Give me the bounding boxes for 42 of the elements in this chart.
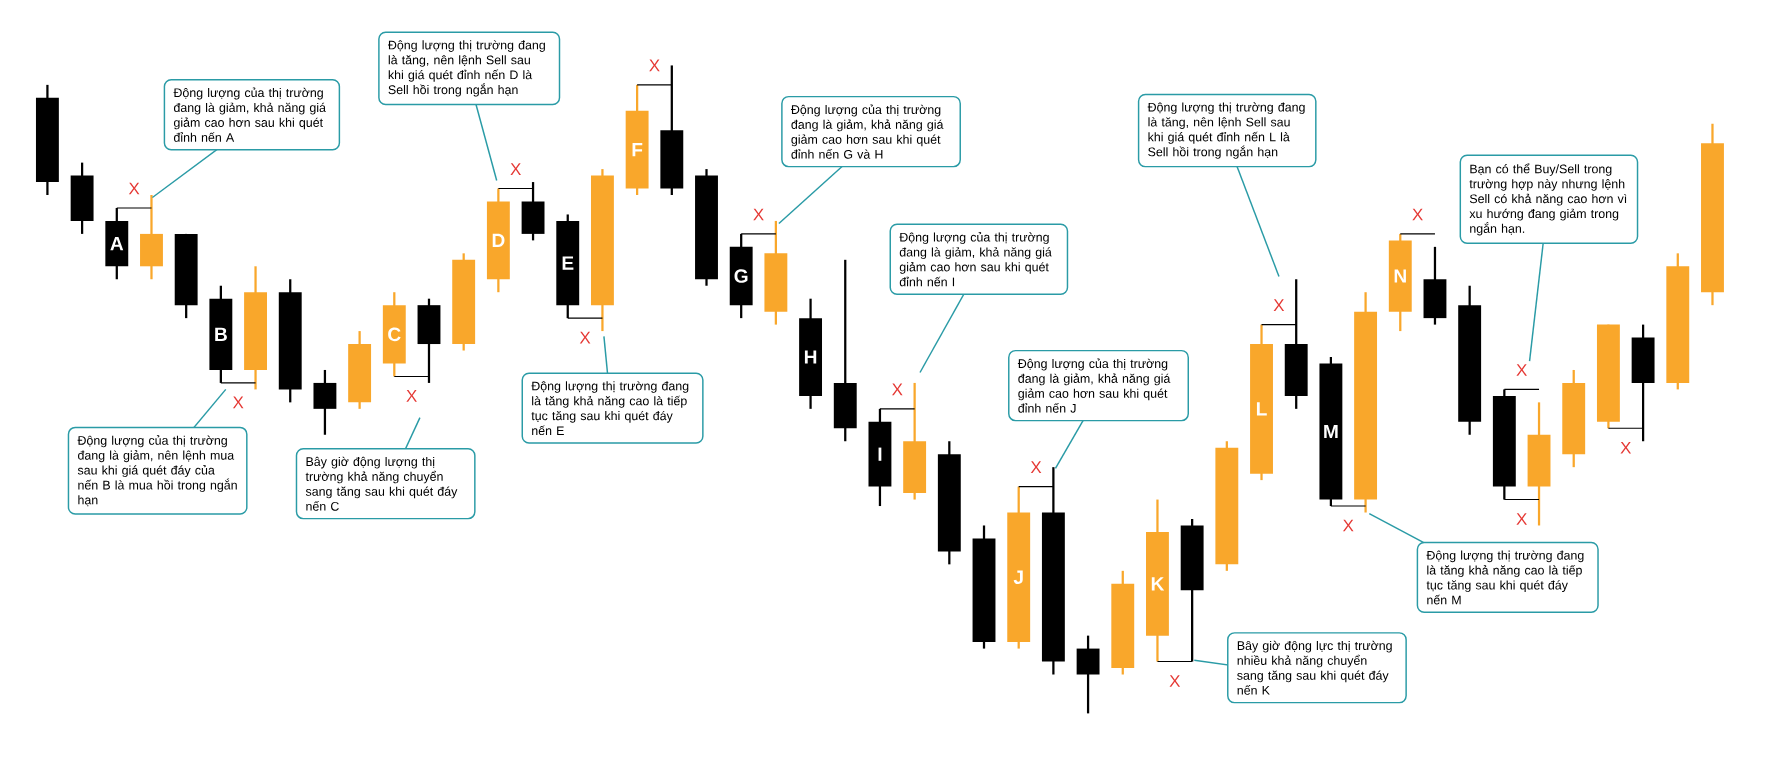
annotation: X bbox=[1169, 675, 1181, 687]
annotation: Bây giờ động lực thị trường nhiều khả năng chuyển sang tăng sau khi quét đáy nến K bbox=[1237, 640, 1392, 695]
annotation: X bbox=[1273, 299, 1285, 311]
text: G bbox=[734, 269, 748, 283]
text: A bbox=[110, 236, 124, 251]
annotation: Động lượng của thị trường đang là giảm, khả năng giá giảm cao hơn sau khi quét đỉnh nến J bbox=[1017, 358, 1171, 413]
text: F bbox=[632, 143, 643, 157]
annotation: Động lượng thị trường đang là tăng khả năng cao là tiếp tục tăng sau khi quét đáy nến E bbox=[531, 381, 689, 436]
annotation: X bbox=[892, 383, 903, 396]
text: K bbox=[1151, 577, 1165, 591]
text: M bbox=[1324, 424, 1338, 439]
text: L bbox=[1256, 402, 1267, 416]
annotation: Động lượng của thị trường đang là giảm, khả năng giá giảm cao hơn sau khi quét đỉnh nến A bbox=[173, 87, 326, 142]
annotation: Động lượng của thị trường đang là giảm, khả năng giá giảm cao hơn sau khi quét đỉnh nến I bbox=[899, 232, 1052, 287]
annotation: Động lượng của thị trường đang là giảm, khả năng giá giảm cao hơn sau khi quét đỉnh nến G và H bbox=[791, 104, 944, 159]
annotation: X bbox=[128, 182, 140, 195]
annotation: X bbox=[753, 208, 764, 221]
annotation: X bbox=[232, 396, 244, 409]
annotation: X bbox=[1412, 208, 1423, 221]
text: J bbox=[1013, 570, 1023, 584]
annotation: X bbox=[1030, 461, 1042, 473]
annotation: X bbox=[1516, 513, 1527, 525]
annotation: X bbox=[510, 163, 522, 175]
annotation: X bbox=[649, 59, 660, 72]
annotation: Động lượng thị trường đang là tăng, nên lệnh Sell sau khi giá quét đỉnh nến L là Sell hồi trong ngắn hạn bbox=[1147, 102, 1305, 159]
annotation: Động lượng của thị trường đang là giảm, nên lệnh mua sau khi giá quét đáy của nến B là mua hồi trong ngắn hạn bbox=[77, 435, 237, 507]
text: D bbox=[492, 233, 505, 247]
annotation: X bbox=[406, 390, 417, 402]
text: H bbox=[804, 350, 817, 364]
annotation: Động lượng thị trường đang là tăng, nên lệnh Sell sau khi giá quét đỉnh nến D là Sell hồi trong ngắn hạn bbox=[388, 40, 545, 97]
text: B bbox=[215, 327, 227, 341]
annotation: X bbox=[1342, 519, 1354, 532]
text: C bbox=[388, 327, 401, 342]
text: I bbox=[878, 447, 882, 461]
text: N bbox=[1394, 269, 1406, 283]
annotation: X bbox=[579, 331, 591, 344]
annotation: X bbox=[1516, 364, 1527, 376]
annotation: X bbox=[1620, 441, 1632, 454]
annotation: Bây giờ động lượng thị trường khả năng chuyển sang tăng sau khi quét đáy nến C bbox=[305, 456, 458, 511]
text: E bbox=[562, 256, 574, 270]
annotation: Bạn có thể Buy/Sell trong trường hợp này nhưng lệnh Sell có khả năng cao hơn vì xu hướng đang giảm trong ngắn hạn. bbox=[1469, 163, 1627, 236]
annotation: Động lượng thị trường đang là tăng khả năng cao là tiếp tục tăng sau khi quét đáy nến M bbox=[1426, 550, 1584, 605]
